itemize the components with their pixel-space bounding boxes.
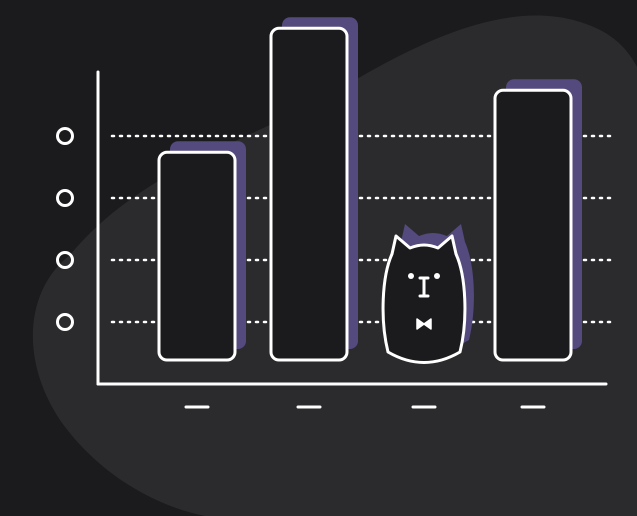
y-axis-circle-marker-icon xyxy=(56,313,74,331)
bar xyxy=(269,26,349,362)
cat-eye xyxy=(434,273,440,279)
bars xyxy=(157,17,582,364)
y-axis-markers xyxy=(56,127,74,331)
bar xyxy=(157,150,237,362)
y-axis-circle-marker-icon xyxy=(56,127,74,145)
y-axis-circle-marker-icon xyxy=(56,251,74,269)
cat-bowtie-icon xyxy=(416,318,432,330)
bar xyxy=(493,88,573,362)
cat-face-icon xyxy=(381,234,467,364)
cat-eye xyxy=(408,273,414,279)
cat-nose-mouth xyxy=(418,276,430,298)
y-axis-circle-marker-icon xyxy=(56,189,74,207)
